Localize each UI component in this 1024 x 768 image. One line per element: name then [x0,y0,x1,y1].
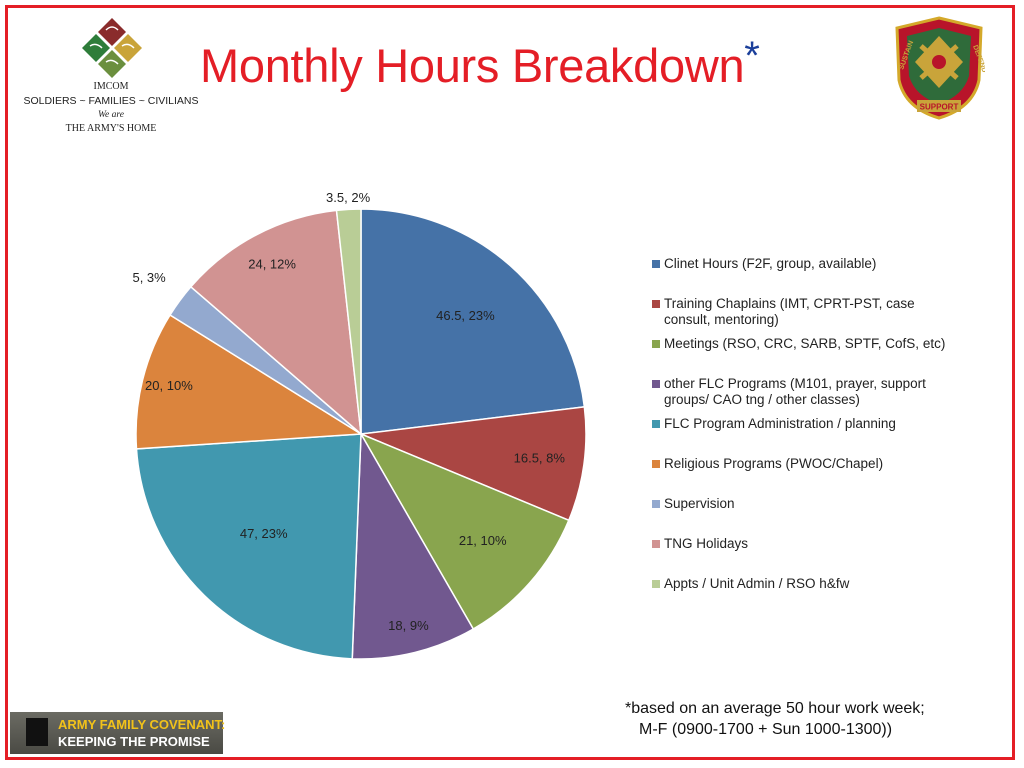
army-family-covenant-banner: ARMY FAMILY COVENANT: KEEPING THE PROMIS… [10,712,226,754]
imcom-tagline: IMCOM SOLDIERS ~ FAMILIES ~ CIVILIANS We… [0,80,222,136]
pie-data-label: 18, 9% [388,618,429,633]
pie-slice [358,406,587,522]
legend-swatch [652,380,660,388]
org-home: THE ARMY'S HOME [65,123,157,134]
legend-label: Meetings (RSO, CRC, SARB, SPTF, CofS, et… [664,336,946,351]
pie-slice [135,433,362,660]
footnote-line2: M-F (0900-1700 + Sun 1000-1300)) [639,721,893,738]
legend-swatch [652,340,660,348]
legend-label: Training Chaplains (IMT, CPRT-PST, case … [664,296,915,327]
slide-frame [5,5,1015,760]
legend-label: TNG Holidays [664,536,749,551]
legend-label: Appts / Unit Admin / RSO h&fw [664,576,850,591]
pie-slice [189,209,362,436]
army-crest-icon: SUPPORT SUSTAIN DEFEND [895,16,985,120]
pie-slice [359,432,570,631]
banner-line2: KEEPING THE PROMISE [58,734,210,749]
legend-label: FLC Program Administration / planning [664,416,896,431]
banner-line1: ARMY FAMILY COVENANT: [58,717,226,732]
footnote: *based on an average 50 hour work week; … [625,698,925,740]
legend-label: Supervision [664,496,735,511]
org-we-are: We are [98,110,124,120]
pie-data-label: 21, 10% [459,533,507,548]
pie-slice [360,208,586,435]
legend-swatch [652,300,660,308]
org-name: IMCOM [93,81,129,92]
pie-data-label: 46.5, 23% [436,308,495,323]
legend-swatch [652,500,660,508]
crest-motto-bottom: SUPPORT [920,103,959,112]
legend-label: other FLC Programs (M101, prayer, suppor… [664,376,926,407]
pie-slice [351,431,475,660]
footnote-line1: *based on an average 50 hour work week; [625,700,925,717]
army-star-icon [26,718,48,746]
legend-label: Clinet Hours (F2F, group, available) [664,256,877,271]
pie-data-label: 24, 12% [248,257,296,272]
legend-swatch [652,420,660,428]
legend-swatch [652,580,660,588]
pie-data-label: 16.5, 8% [514,451,566,466]
legend-swatch [652,460,660,468]
pie-data-label: 3.5, 2% [326,190,371,205]
legend-swatch [652,260,660,268]
page-title: Monthly Hours Breakdown* [200,34,760,93]
pie-slice [135,313,364,450]
pie-data-label: 5, 3% [132,270,166,285]
org-motto: SOLDIERS ~ FAMILIES ~ CIVILIANS [23,95,199,107]
title-text: Monthly Hours Breakdown [200,39,745,92]
imcom-logo-icon [82,18,142,78]
pie-slice [335,208,362,435]
title-asterisk: * [744,34,760,78]
pie-data-label: 20, 10% [145,378,193,393]
pie-data-label: 47, 23% [240,526,288,541]
legend-swatch [652,540,660,548]
legend-label: Religious Programs (PWOC/Chapel) [664,456,884,471]
